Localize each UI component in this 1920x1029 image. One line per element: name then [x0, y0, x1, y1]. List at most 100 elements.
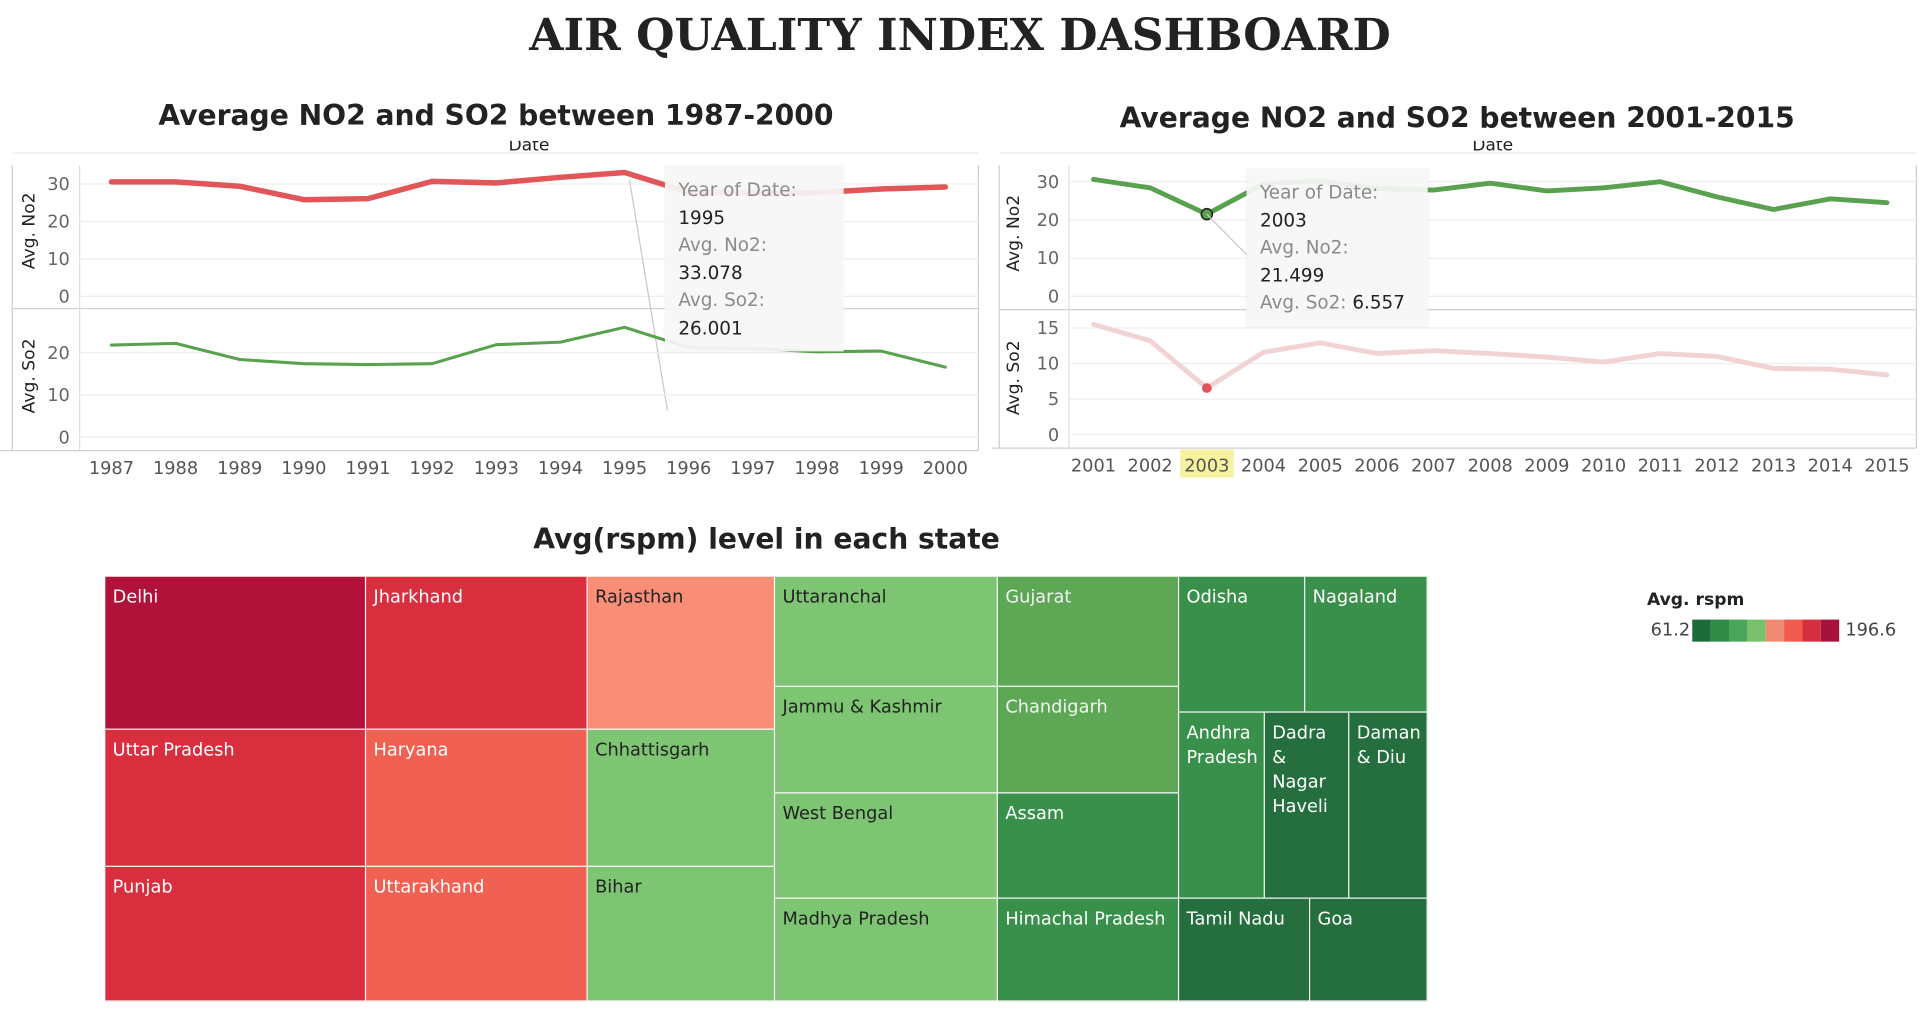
x-tick-label: 2012	[1694, 456, 1739, 476]
x-tick-label: 1995	[602, 459, 647, 479]
x-tick-label: 1997	[730, 459, 775, 479]
treemap-label: Madhya Pradesh	[782, 909, 930, 930]
x-tick-label: 2015	[1864, 456, 1909, 476]
x-tick-label: 2009	[1524, 456, 1569, 476]
x-tick-label: 2002	[1128, 456, 1173, 476]
chart2-tooltip: Year of Date: 2003 Avg. No2: 21.499 Avg.…	[1246, 168, 1428, 327]
treemap-cell-uttar-pradesh[interactable]: Uttar Pradesh	[105, 729, 367, 867]
treemap-cell-daman-diu[interactable]: Daman & Diu	[1349, 712, 1428, 899]
y-tick-label: 10	[1037, 249, 1060, 269]
treemap-cell-chhattisgarh[interactable]: Chhattisgarh	[587, 729, 776, 867]
tooltip-year-value: 2003	[1260, 208, 1307, 231]
x-tick-label: 1991	[345, 459, 390, 479]
treemap-label: Chandigarh	[1005, 697, 1108, 718]
treemap-cell-andhra-pradesh[interactable]: Andhra Pradesh	[1179, 712, 1265, 899]
x-tick-label: 1992	[410, 459, 455, 479]
x-tick-label: 2008	[1468, 456, 1513, 476]
legend-swatch	[1710, 619, 1729, 642]
treemap-label: Odisha	[1186, 587, 1249, 608]
x-tick-label: 2011	[1638, 456, 1683, 476]
x-tick-label: 1990	[281, 459, 326, 479]
y-tick-label: 0	[58, 428, 69, 448]
y-tick-label: 0	[58, 287, 69, 307]
legend-swatch	[1728, 619, 1748, 642]
tooltip-so2-row: Avg. So2: 6.557	[1260, 289, 1414, 317]
legend-swatch	[1747, 619, 1766, 642]
legend-min: 61.2	[1650, 620, 1691, 641]
treemap-label: Nagaland	[1312, 587, 1398, 608]
dashboard-title: AIR QUALITY INDEX DASHBOARD	[529, 9, 1391, 62]
treemap-cell-nagaland[interactable]: Nagaland	[1305, 576, 1428, 713]
treemap-label: Delhi	[112, 587, 159, 608]
treemap-cell-west-bengal[interactable]: West Bengal	[775, 793, 998, 899]
x-tick-label: 2005	[1298, 456, 1343, 476]
series-line-avgso2	[1091, 321, 1890, 391]
x-tick-label: 2000	[923, 459, 968, 479]
y-tick-label: 20	[47, 213, 70, 233]
tooltip-year-key: Year of Date:	[678, 178, 797, 201]
treemap-cell-madhya-pradesh[interactable]: Madhya Pradesh	[775, 898, 998, 1002]
chart1-tooltip: Year of Date: 1995 Avg. No2: 33.078 Avg.…	[664, 166, 844, 352]
treemap-label: Jharkhand	[373, 587, 464, 608]
x-tick-label: 1994	[538, 459, 583, 479]
chart1-title: Average NO2 and SO2 between 1987-2000	[158, 100, 834, 133]
x-tick-label: 2013	[1751, 456, 1796, 476]
y-axis-title: Avg. No2	[19, 192, 39, 269]
legend-swatch	[1820, 619, 1840, 642]
treemap-label: Himachal Pradesh	[1005, 909, 1166, 930]
treemap-label: West Bengal	[782, 804, 894, 825]
chart2-plot[interactable]: Date 0 10 20 30 Avg. No2 0 5 10 15 Avg. So2 2001 200…	[991, 141, 1920, 484]
treemap-label: Bihar	[595, 877, 642, 898]
x-tick-label: 1999	[859, 459, 904, 479]
treemap-label: Andhra Pradesh	[1186, 723, 1258, 768]
treemap-cell-jammu-kashmir[interactable]: Jammu & Kashmir	[775, 686, 998, 794]
y-axis-title: Avg. So2	[1004, 340, 1024, 415]
treemap-cell-himachal-pradesh[interactable]: Himachal Pradesh	[997, 898, 1180, 1002]
treemap-cell-rajasthan[interactable]: Rajasthan	[587, 576, 776, 730]
x-axis-title: Date	[509, 141, 550, 156]
treemap-label: Punjab	[112, 877, 173, 898]
treemap-cell-chandigarh[interactable]: Chandigarh	[997, 686, 1180, 794]
y-tick-label: 10	[47, 386, 70, 406]
tooltip-year-value: 1995	[678, 206, 726, 229]
treemap-cell-uttarakhand[interactable]: Uttarakhand	[366, 866, 588, 1002]
legend-max: 196.6	[1845, 620, 1897, 641]
treemap-cell-delhi[interactable]: Delhi	[105, 576, 367, 730]
treemap-cell-bihar[interactable]: Bihar	[587, 866, 776, 1002]
treemap-cell-odisha[interactable]: Odisha	[1179, 576, 1306, 713]
legend-swatch	[1802, 619, 1821, 642]
x-tick-label: 2003	[1184, 456, 1229, 476]
treemap-cell-punjab[interactable]: Punjab	[105, 866, 367, 1002]
treemap-label: Tamil Nadu	[1186, 909, 1285, 930]
treemap-label: Daman & Diu	[1356, 723, 1421, 768]
tooltip-no2-value: 21.499	[1260, 263, 1325, 286]
x-tick-label: 2010	[1581, 456, 1626, 476]
treemap-cell-haryana[interactable]: Haryana	[366, 729, 588, 867]
x-tick-label: 2001	[1071, 456, 1116, 476]
x-tick-label: 2014	[1808, 456, 1853, 476]
treemap-label: Goa	[1317, 909, 1354, 930]
tooltip-so2-key: Avg. So2:	[1260, 291, 1347, 314]
treemap-cell-jharkhand[interactable]: Jharkhand	[366, 576, 588, 730]
treemap-label: Uttar Pradesh	[112, 740, 235, 761]
tooltip-no2-key: Avg. No2:	[1260, 236, 1349, 259]
treemap-cell-uttaranchal[interactable]: Uttaranchal	[775, 576, 998, 687]
treemap-cell-goa[interactable]: Goa	[1310, 898, 1428, 1002]
legend-swatch	[1692, 619, 1711, 642]
series-line-avgno2	[1091, 176, 1890, 217]
x-axis-title: Date	[1472, 141, 1513, 156]
x-tick-label: 1989	[217, 459, 262, 479]
treemap-cell-assam[interactable]: Assam	[997, 793, 1180, 899]
treemap-cell-gujarat[interactable]: Gujarat	[997, 576, 1180, 687]
tooltip-no2-key: Avg. No2:	[678, 233, 767, 256]
treemap-label: Dadra & Nagar Haveli	[1272, 723, 1328, 817]
tooltip-so2-value: 6.557	[1352, 291, 1405, 314]
treemap-cell-tamil-nadu[interactable]: Tamil Nadu	[1179, 898, 1311, 1002]
treemap-cell-dadra-nagar-haveli[interactable]: Dadra & Nagar Haveli	[1264, 712, 1350, 899]
x-tick-label: 1993	[474, 459, 519, 479]
y-axis-title: Avg. So2	[19, 338, 39, 413]
y-tick-label: 20	[47, 344, 70, 364]
treemap-label: Rajasthan	[595, 587, 684, 608]
tooltip-connector	[628, 179, 668, 411]
treemap-label: Gujarat	[1005, 587, 1072, 608]
